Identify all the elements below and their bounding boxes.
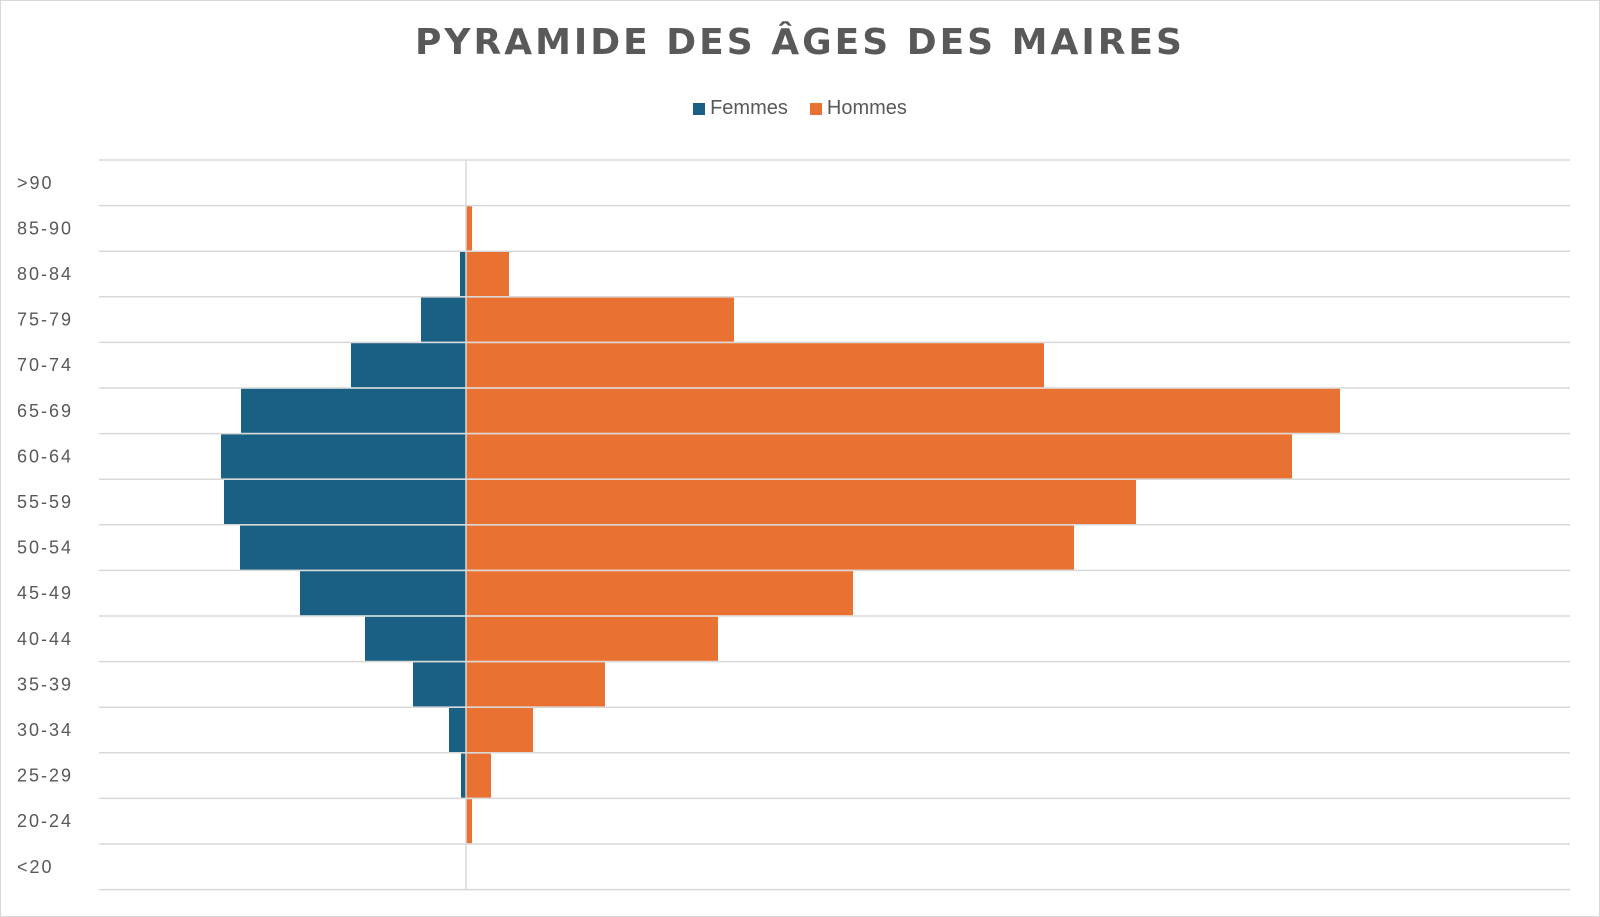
bar-hommes-85-90 [466,206,472,251]
category-label: 25-29 [17,766,73,786]
bar-femmes-60-64 [221,434,466,479]
chart-title: PYRAMIDE DES ÂGES DES MAIRES [415,22,1185,63]
bar-hommes-70-74 [466,343,1044,388]
bar-femmes-45-49 [300,571,466,616]
legend: Femmes Hommes [0,97,1600,120]
bar-hommes-80-84 [466,252,509,296]
legend-label-femmes: Femmes [710,97,788,119]
bar-hommes-55-59 [466,480,1136,524]
bar-femmes-25-29 [461,753,466,798]
legend-label-hommes: Hommes [826,97,907,119]
category-label: <20 [17,857,54,877]
legend-item-hommes: Hommes [809,97,907,120]
category-label: 70-74 [17,355,73,375]
category-label: 40-44 [17,629,73,649]
bar-femmes-35-39 [413,662,466,707]
legend-swatch-femmes [693,102,706,115]
bar-hommes-40-44 [466,616,718,661]
category-label: 45-49 [17,583,73,603]
bar-femmes-70-74 [351,343,466,388]
bar-femmes-50-54 [240,525,466,570]
bar-hommes-65-69 [466,388,1340,433]
category-label: 35-39 [17,674,73,694]
category-label: >90 [17,173,54,193]
bar-hommes-35-39 [466,662,605,707]
category-label: 20-24 [17,811,73,831]
category-label: 60-64 [17,446,73,466]
category-label: 55-59 [17,492,73,512]
category-label: 80-84 [17,264,73,284]
category-label: 50-54 [17,538,73,558]
category-label: 75-79 [17,310,73,330]
bar-femmes-30-34 [449,708,466,752]
bar-hommes-50-54 [466,525,1074,570]
bar-hommes-75-79 [466,297,734,342]
bar-hommes-25-29 [466,753,491,798]
bar-femmes-65-69 [241,388,466,433]
legend-swatch-hommes [809,102,822,115]
bar-femmes-75-79 [421,297,466,342]
category-label: 85-90 [17,218,73,238]
category-label: 65-69 [17,401,73,421]
bar-hommes-30-34 [466,708,533,752]
bar-hommes-20-24 [466,799,472,844]
bar-hommes-45-49 [466,571,853,616]
legend-item-femmes: Femmes [693,97,788,120]
bar-femmes-55-59 [224,480,466,524]
category-label: 30-34 [17,720,73,740]
bar-femmes-80-84 [460,252,466,296]
bar-femmes-40-44 [365,616,466,661]
bar-hommes-60-64 [466,434,1292,479]
